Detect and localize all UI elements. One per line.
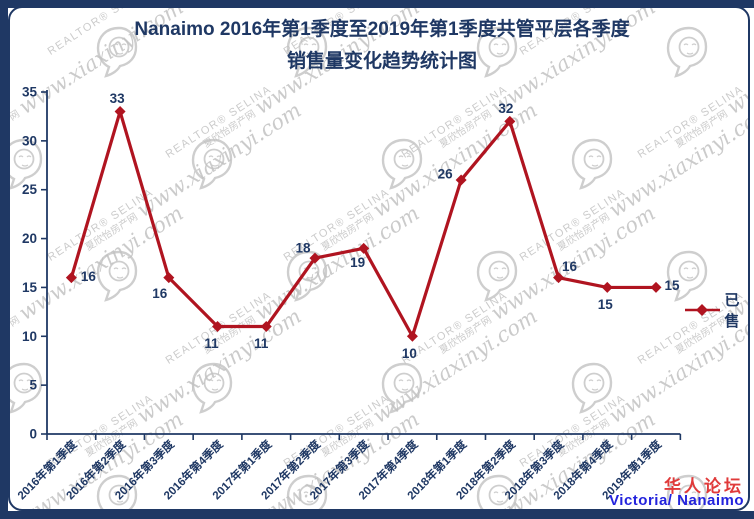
data-point-label: 15 — [664, 278, 680, 293]
data-point-marker — [114, 106, 126, 118]
chart-card: 夏欣怡房产网 www.xiaxinyi.com REALTOR® SELINA 夏欣怡… — [8, 6, 750, 511]
y-tick-label: 10 — [22, 329, 37, 344]
data-point-marker — [212, 321, 224, 333]
frame-bottom-bar — [0, 511, 754, 519]
frame-left-bar — [0, 0, 8, 519]
legend-marker-icon — [685, 304, 720, 316]
data-point-label: 10 — [402, 346, 417, 361]
y-tick-label: 25 — [22, 182, 38, 197]
chart-title-line1: Nanaimo 2016年第1季度至2019年第1季度共管平层各季度 — [134, 19, 630, 40]
data-point-marker — [504, 115, 516, 127]
data-point-label: 16 — [81, 269, 97, 284]
data-point-marker — [601, 281, 613, 293]
data-point-marker — [260, 321, 272, 333]
chart-title: Nanaimo 2016年第1季度至2019年第1季度共管平层各季度 销售量变化… — [30, 14, 734, 78]
frame-top-bar — [0, 0, 754, 8]
data-point-marker — [455, 174, 467, 186]
y-tick-label: 5 — [29, 378, 37, 393]
legend-label: 已售 — [724, 292, 740, 330]
data-point-marker — [163, 272, 175, 284]
data-point-label: 16 — [562, 259, 578, 274]
data-point-label: 18 — [295, 241, 311, 256]
data-point-marker — [553, 272, 565, 284]
data-point-label: 15 — [598, 297, 614, 312]
series-line — [69, 109, 656, 338]
location-name: Victoria/ Nanaimo — [609, 492, 744, 509]
footer-signature: 华人论坛 Victoria/ Nanaimo — [609, 477, 744, 509]
y-tick-label: 30 — [22, 133, 37, 148]
y-tick-label: 20 — [22, 231, 37, 246]
data-point-label: 19 — [350, 255, 365, 270]
data-point-label: 16 — [152, 286, 168, 301]
data-point-marker — [650, 281, 662, 293]
data-point-label: 26 — [438, 166, 454, 181]
y-tick-label: 15 — [22, 280, 38, 295]
data-point-marker — [309, 252, 321, 264]
data-point-label: 32 — [498, 101, 513, 116]
data-point-label: 11 — [254, 336, 269, 351]
data-point-marker — [358, 242, 370, 254]
y-tick-label: 35 — [22, 85, 38, 100]
y-tick-label: 0 — [29, 427, 37, 442]
data-point-marker — [406, 330, 418, 342]
chart-title-line2: 销售量变化趋势统计图 — [286, 51, 477, 72]
forum-name: 华人论坛 — [664, 477, 744, 497]
data-point-marker — [65, 272, 77, 284]
data-point-label: 11 — [204, 336, 219, 351]
data-point-label: 33 — [110, 91, 126, 106]
legend: 已售 — [684, 289, 754, 331]
